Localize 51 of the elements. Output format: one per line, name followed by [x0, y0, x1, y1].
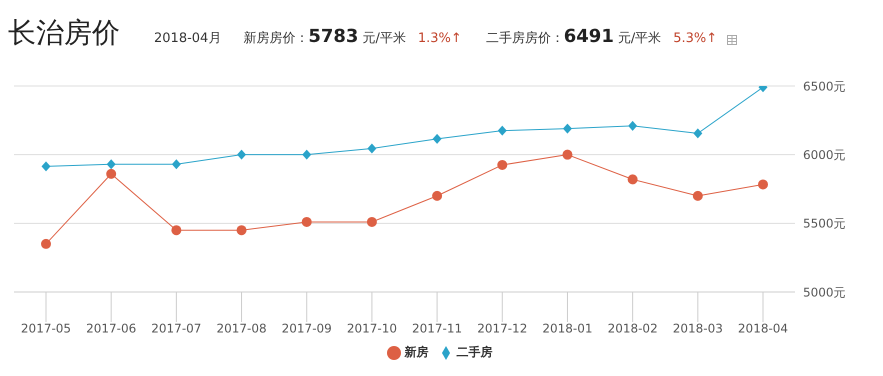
point — [106, 168, 116, 179]
x-tick-label: 2017-07 — [151, 322, 202, 336]
x-tick-label: 2017-09 — [282, 322, 332, 336]
x-tick-label: 2017-05 — [20, 322, 72, 336]
point — [628, 174, 638, 184]
point — [692, 190, 703, 201]
point — [693, 128, 702, 138]
point — [172, 159, 181, 170]
point — [562, 150, 572, 160]
point — [236, 225, 247, 236]
point — [237, 150, 246, 160]
text: 5783 — [308, 26, 358, 47]
x-tick-label: 2017-11 — [412, 322, 462, 336]
point — [497, 160, 508, 170]
text: 二手房房价： — [486, 30, 564, 47]
point — [628, 120, 638, 131]
point — [302, 150, 312, 160]
point — [367, 143, 376, 154]
point — [106, 159, 116, 170]
text: 元/平米 — [618, 30, 662, 47]
point — [432, 134, 442, 144]
point — [758, 179, 768, 190]
x-tick-label: 2018-04 — [738, 322, 788, 336]
y-tick-label: 5000元 — [803, 285, 846, 300]
legend-label: 二手房 — [456, 345, 492, 359]
text: 新房房价： — [243, 30, 308, 47]
point — [171, 225, 182, 236]
text: 6491 — [564, 26, 614, 47]
x-tick-label: 2018-01 — [542, 322, 593, 336]
x-tick-label: 2018-02 — [608, 322, 658, 336]
chart-title: 长治房价 — [8, 15, 120, 51]
y-tick-label: 6500元 — [803, 79, 846, 94]
x-tick-label: 2017-12 — [477, 322, 528, 336]
x-tick-label: 2017-10 — [346, 322, 397, 336]
point — [302, 216, 312, 227]
text: 5.3%↑ — [673, 31, 718, 46]
x-tick-label: 2018-03 — [672, 322, 723, 336]
point — [498, 126, 507, 136]
text: 元/平米 — [362, 30, 406, 47]
point — [41, 238, 51, 249]
point — [432, 190, 442, 201]
point — [366, 216, 377, 227]
legend-label: 新房 — [404, 345, 428, 359]
point — [42, 161, 50, 172]
point — [562, 124, 572, 134]
y-tick-label: 5500元 — [803, 216, 846, 231]
y-tick-label: 6000元 — [803, 148, 846, 162]
text: 1.3%↑ — [418, 31, 462, 46]
x-tick-label: 2017-08 — [216, 322, 267, 336]
text: 2018-04月 — [154, 30, 222, 47]
x-tick-label: 2017-06 — [86, 322, 136, 336]
